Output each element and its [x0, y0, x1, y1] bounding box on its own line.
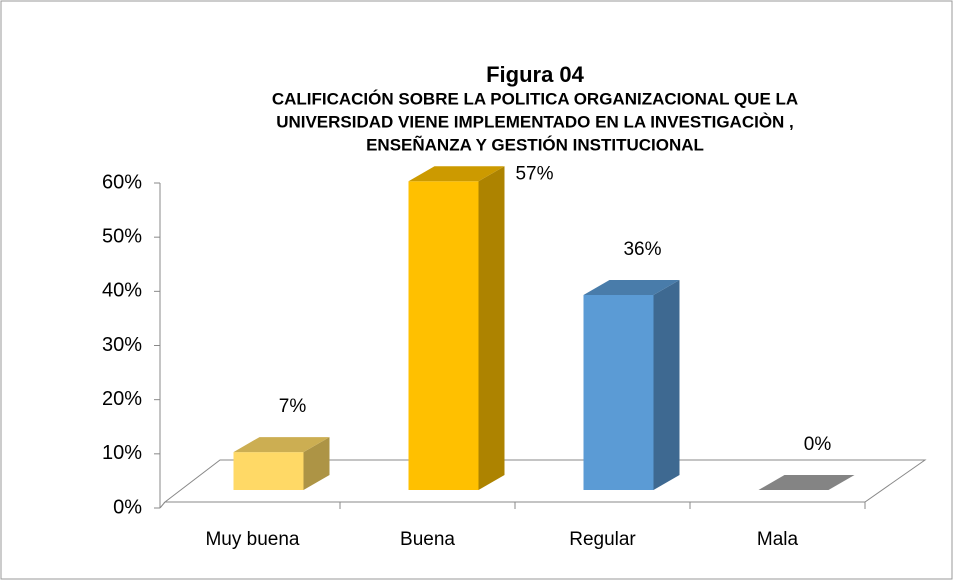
- value-label: 7%: [279, 396, 307, 417]
- y-tick-label: 30%: [102, 334, 142, 356]
- chart-title: Figura 04: [486, 62, 585, 87]
- bar-top: [583, 280, 680, 295]
- y-tick-label: 40%: [102, 280, 142, 302]
- bar-side: [303, 437, 330, 490]
- value-label: 57%: [515, 163, 553, 184]
- y-tick-label: 60%: [102, 171, 142, 193]
- y-tick-label: 10%: [102, 442, 142, 464]
- bar-front: [233, 452, 304, 490]
- bar-top: [758, 475, 855, 490]
- floor: [163, 459, 927, 503]
- bar-side: [478, 166, 505, 490]
- y-tick-label: 20%: [102, 388, 142, 410]
- chart-subtitle: CALIFICACIÓN SOBRE LA POLITICA ORGANIZAC…: [272, 89, 798, 108]
- chart-subtitle: UNIVERSIDAD VIENE IMPLEMENTADO EN LA INV…: [276, 112, 794, 131]
- y-tick-label: 0%: [113, 496, 142, 518]
- bar: [758, 475, 855, 490]
- bar-side: [653, 280, 680, 490]
- bar: [233, 437, 330, 490]
- bar: [583, 280, 680, 490]
- x-tick-label: Regular: [569, 529, 636, 550]
- bar-top: [233, 437, 330, 453]
- x-tick-label: Mala: [757, 529, 799, 550]
- value-label: 36%: [623, 239, 661, 260]
- bar-top: [408, 166, 505, 182]
- chart-subtitle: ENSEÑANZA Y GESTIÓN INSTITUCIONAL: [366, 134, 704, 154]
- bar-front: [408, 181, 479, 490]
- y-tick-label: 50%: [102, 225, 142, 247]
- axis-join: [159, 501, 166, 509]
- value-label: 0%: [804, 434, 832, 455]
- x-tick-label: Buena: [400, 529, 455, 550]
- x-tick-label: Muy buena: [205, 529, 299, 550]
- bar: [408, 166, 505, 490]
- bar-front: [583, 295, 654, 490]
